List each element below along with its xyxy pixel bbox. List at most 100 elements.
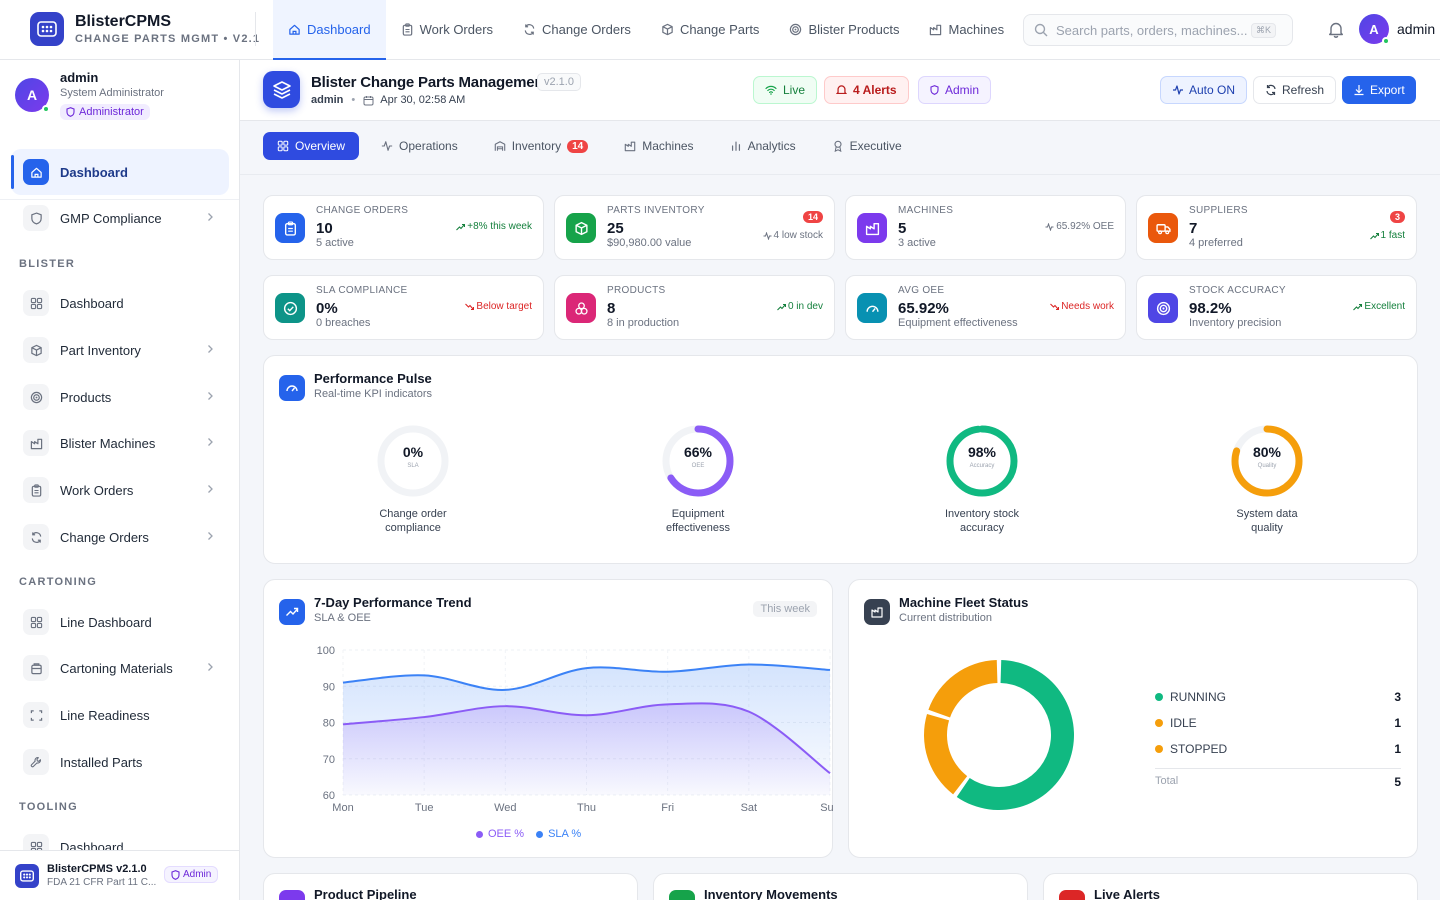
kpi-card-sla-compliance[interactable]: SLA COMPLIANCE 0% 0 breaches Below target [263,275,544,340]
gauge-value: 66% [683,444,713,460]
tab-analytics[interactable]: Analytics [716,132,810,160]
tab-label: Machines [642,139,694,153]
kpi-subtext: 0 breaches [316,317,371,329]
x-tick-label: Thu [577,802,596,814]
kpi-card-machines[interactable]: MACHINES 5 3 active 65.92% OEE [845,195,1126,260]
auto-refresh-button[interactable]: Auto ON [1160,76,1248,104]
sidebar-item-installed-parts[interactable]: Installed Parts [11,739,229,785]
tab-machines[interactable]: Machines [610,132,707,160]
gauge-metric: Accuracy [969,463,995,469]
tab-overview[interactable]: Overview [263,132,360,160]
donut-slice-running[interactable] [956,660,1074,810]
refresh-icon [1266,84,1276,96]
donut-slice-stopped[interactable] [928,660,998,718]
kpi-card-avg-oee[interactable]: AVG OEE 65.92% Equipment effectiveness Need… [845,275,1126,340]
user-menu[interactable]: A admin [1359,14,1435,45]
live-status-chip[interactable]: Live [753,76,818,104]
shield-icon [23,205,49,231]
search-input[interactable] [1056,22,1251,38]
fleet-donut-chart [924,660,1074,810]
global-search[interactable]: ⌘K [1023,14,1293,46]
tab-inventory[interactable]: Inventory 14 [480,132,602,160]
fleet-legend-row: RUNNING 3 [1155,684,1401,710]
legend-item[interactable]: OEE % [476,828,524,840]
card-title: Live Alerts [1094,887,1160,900]
activity-icon [381,140,399,152]
export-button[interactable]: Export [1342,76,1416,104]
tab-executive[interactable]: Executive [818,132,916,160]
legend-label: OEE % [488,828,525,840]
sidebar-item-blister-machines[interactable]: Blister Machines [11,420,229,466]
layers-icon [279,890,305,900]
sidebar-item-cartoning-materials[interactable]: Cartoning Materials [11,645,229,691]
sidebar-item-label: GMP Compliance [60,210,162,226]
gauge-metric: Quality [1257,463,1277,469]
home-icon [288,23,307,36]
topnav-blister-products[interactable]: Blister Products [774,0,914,58]
sidebar-item-work-orders[interactable]: Work Orders [11,467,229,513]
topnav-machines[interactable]: Machines [914,0,1019,58]
chevron-right-icon [206,662,214,672]
alerts-chip[interactable]: 4 Alerts [824,76,909,104]
sidebar-item-products[interactable]: Products [11,374,229,420]
legend-swatch [476,830,483,838]
topnav-label: Blister Products [808,21,900,37]
refresh-icon [523,23,542,36]
sidebar-user[interactable]: A admin System Administrator Administrat… [15,70,164,122]
notifications-bell-icon[interactable] [1328,21,1344,38]
gauge-ring [377,425,449,497]
refresh-button[interactable]: Refresh [1253,76,1337,104]
kpi-value: 25 [607,220,624,237]
kpi-value: 8 [607,300,616,317]
sidebar-item-dashboard[interactable]: Dashboard [11,280,229,326]
topnav-dashboard[interactable]: Dashboard [273,0,386,60]
sidebar-section-title: BLISTER [19,258,76,270]
tab-operations[interactable]: Operations [367,132,472,160]
sidebar-item-label: Dashboard [60,295,124,311]
kpi-card-products[interactable]: PRODUCTS 8 8 in production 0 in dev [554,275,835,340]
kpi-trend: Below target [465,301,532,312]
kpi-card-parts-inventory[interactable]: PARTS INVENTORY 25 $90,980.00 value 14 4 low… [554,195,835,260]
search-shortcut: ⌘K [1251,22,1277,38]
topnav-change-orders[interactable]: Change Orders [508,0,646,58]
fleet-legend-row: STOPPED 1 [1155,736,1401,762]
page-meta: admin • Apr 30, 02:58 AM [311,94,466,106]
trend-icon [1045,222,1056,231]
period-badge[interactable]: This week [753,601,817,617]
brand[interactable]: BlisterCPMS CHANGE PARTS MGMT • V2.1 [30,12,260,46]
topnav-work-orders[interactable]: Work Orders [386,0,508,58]
sidebar-footer: BlisterCPMS v2.1.0 FDA 21 CFR Part 11 C.… [0,850,239,900]
legend-item[interactable]: SLA % [536,828,581,840]
sidebar-item-label: Installed Parts [60,754,143,770]
trending-up-icon [279,599,305,625]
target-icon [1148,293,1178,323]
top-nav: Dashboard Work Orders Change Orders Change … [273,0,1019,60]
kpi-subtext: $90,980.00 value [607,237,692,249]
sidebar-item-line-dashboard[interactable]: Line Dashboard [11,599,229,645]
donut-slice-idle[interactable] [924,713,968,795]
gauge-icon [279,375,305,401]
status-dot [1155,693,1163,701]
sidebar-user-role: System Administrator [60,87,164,99]
tab-bar: Overview Operations Inventory 14 Machines Ana… [263,132,924,160]
sidebar-item-line-readiness[interactable]: Line Readiness [11,692,229,738]
sidebar-item-gmp-compliance[interactable]: GMP Compliance [11,195,229,241]
admin-chip[interactable]: Admin [918,76,992,104]
tab-label: Analytics [747,139,796,153]
card-title: 7-Day Performance Trend [314,595,472,610]
sidebar-item-label: Work Orders [60,482,134,498]
kpi-card-change-orders[interactable]: CHANGE ORDERS 10 5 active +8% this week [263,195,544,260]
sidebar-item-dashboard[interactable]: Dashboard [11,149,229,195]
card-title: Performance Pulse [314,371,432,386]
y-tick-label: 90 [323,681,335,693]
sidebar-item-part-inventory[interactable]: Part Inventory [11,327,229,373]
sidebar-item-change-orders[interactable]: Change Orders [11,514,229,560]
gauge-ring [1231,425,1303,497]
topnav-change-parts[interactable]: Change Parts [646,0,775,58]
kpi-subtext: Inventory precision [1189,317,1282,329]
x-tick-label: Tue [415,802,434,814]
gauge-label: Equipment effectiveness [665,508,730,534]
kpi-card-stock-accuracy[interactable]: STOCK ACCURACY 98.2% Inventory precision Ex… [1136,275,1417,340]
kpi-card-suppliers[interactable]: SUPPLIERS 7 4 preferred 3 1 fast [1136,195,1417,260]
card-subtitle: SLA & OEE [314,612,371,624]
